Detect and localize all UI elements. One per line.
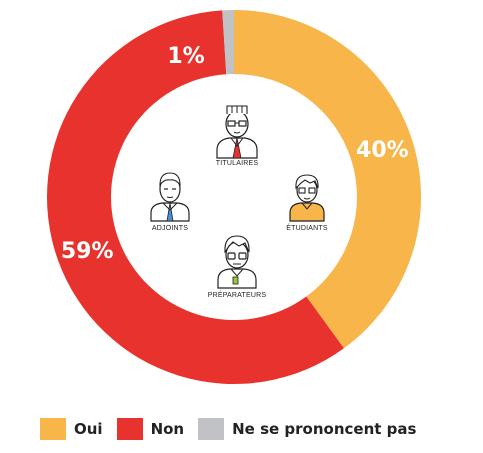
legend-label-ne-se-prononcent-pas: Ne se prononcent pas <box>232 420 417 438</box>
legend-swatch-oui <box>40 418 66 440</box>
value-label-ne-se-prononcent-pas: 1% <box>167 44 204 69</box>
titulaires-caption: TITULAIRES <box>216 160 259 167</box>
etudiants-caption: ÉTUDIANTS <box>286 223 328 232</box>
slices-group <box>46 10 421 385</box>
legend-item-non: Non <box>116 418 185 440</box>
adjoint-person-icon <box>150 172 190 222</box>
slice-oui <box>234 10 421 349</box>
donut-chart: 40% 59% 1% <box>46 10 421 385</box>
legend-label-oui: Oui <box>74 420 103 438</box>
legend-item-oui: Oui <box>40 418 103 440</box>
value-label-oui: 40% <box>356 138 409 163</box>
legend-label-non: Non <box>150 420 185 438</box>
chart-legend: Oui Non Ne se prononcent pas <box>40 418 416 440</box>
legend-item-ne-se-prononcent-pas: Ne se prononcent pas <box>198 418 416 440</box>
adjoints-caption: ADJOINTS <box>152 225 188 232</box>
etudiant-person-icon <box>289 174 325 222</box>
legend-swatch-ne-se-prononcent-pas <box>198 418 225 440</box>
titulaire-person-icon <box>216 105 258 159</box>
value-labels-group: 40% 59% 1% <box>61 44 409 264</box>
legend-swatch-non <box>116 418 143 440</box>
preparateur-person-icon <box>217 235 257 289</box>
slice-non <box>46 10 344 385</box>
preparateurs-caption: PRÉPARATEURS <box>208 290 267 299</box>
value-label-non: 59% <box>61 239 114 264</box>
slice-ne-se-prononcent-pas <box>222 10 234 75</box>
